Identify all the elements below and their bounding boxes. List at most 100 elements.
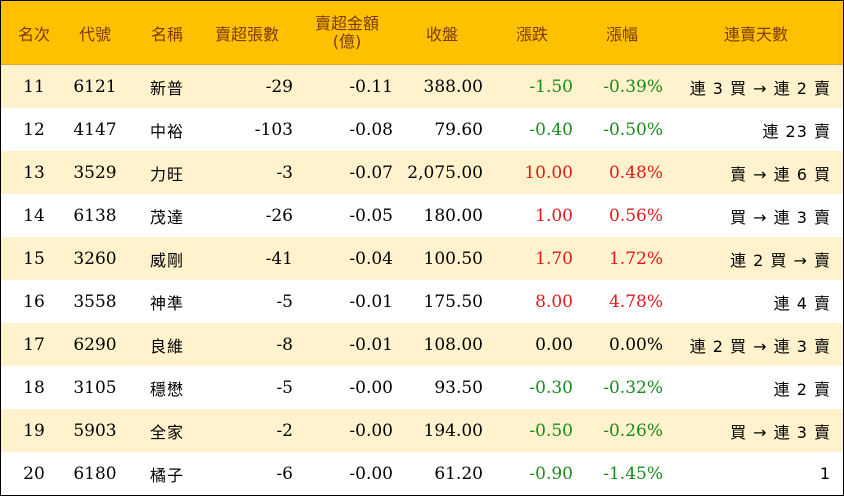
cell-change-pct: -0.26%	[603, 420, 663, 441]
cell-sell-streak: 連 23 賣	[762, 121, 831, 141]
cell-code: 6290	[73, 334, 117, 355]
cell-change-pct: -0.32%	[603, 377, 663, 398]
cell-rank: 14	[23, 205, 45, 226]
cell-code: 3260	[73, 248, 117, 269]
cell-change: -0.30	[529, 377, 573, 398]
cell-name: 中裕	[149, 121, 184, 141]
cell-code: 3529	[73, 162, 117, 183]
cell-sell-streak: 連 2 賣	[773, 379, 831, 399]
cell-sell-shares: -3	[276, 162, 293, 183]
cell-sell-streak: 買 → 連 3 賣	[730, 207, 831, 227]
header-sell-shares: 賣超張數	[214, 24, 279, 44]
header-sell-streak: 連賣天數	[723, 24, 788, 44]
cell-close: 175.50	[423, 291, 483, 312]
cell-name: 全家	[149, 422, 184, 442]
cell-sell-shares: -41	[265, 248, 293, 269]
cell-sell-shares: -8	[276, 334, 293, 355]
cell-change-pct: 4.78%	[608, 291, 663, 312]
cell-sell-shares: -5	[276, 377, 293, 398]
cell-sell-amount: -0.08	[349, 119, 393, 140]
table-row: 14 6138 茂達 -26 -0.05 180.00 1.00 0.56% 買 → 連 3 賣	[1, 194, 843, 237]
cell-sell-amount: -0.04	[349, 248, 393, 269]
cell-close: 2,075.00	[407, 162, 483, 183]
cell-sell-shares: -2	[276, 420, 293, 441]
cell-change: 1.00	[535, 205, 573, 226]
cell-rank: 16	[23, 291, 45, 312]
cell-sell-shares: -103	[254, 119, 293, 140]
cell-change-pct: 0.56%	[608, 205, 663, 226]
cell-sell-amount: -0.07	[349, 162, 393, 183]
table-row: 15 3260 威剛 -41 -0.04 100.50 1.70 1.72% 連 2 買 → 賣	[1, 237, 843, 280]
table-row: 20 6180 橘子 -6 -0.00 61.20 -0.90 -1.45% 1	[1, 452, 843, 495]
cell-sell-amount: -0.01	[349, 334, 393, 355]
cell-sell-amount: -0.01	[349, 291, 393, 312]
cell-code: 6138	[73, 205, 117, 226]
cell-sell-streak: 賣 → 連 6 買	[730, 164, 831, 184]
cell-sell-streak: 買 → 連 3 賣	[730, 422, 831, 442]
cell-sell-amount: -0.11	[349, 76, 393, 97]
header-close: 收盤	[425, 24, 458, 44]
cell-rank: 11	[23, 76, 45, 97]
cell-change: -0.40	[529, 119, 573, 140]
cell-change: 0.00	[535, 334, 573, 355]
header-name: 名稱	[150, 24, 183, 44]
cell-close: 108.00	[423, 334, 483, 355]
cell-name: 橘子	[149, 465, 184, 485]
table-row: 11 6121 新普 -29 -0.11 388.00 -1.50 -0.39% 連 3 買 →…	[1, 65, 843, 108]
cell-rank: 20	[23, 463, 45, 484]
cell-change: -1.50	[529, 76, 573, 97]
cell-sell-streak: 1	[819, 464, 831, 483]
cell-sell-streak: 連 4 賣	[773, 293, 831, 313]
cell-name: 良維	[149, 336, 184, 356]
cell-change: -0.90	[529, 463, 573, 484]
table-row: 16 3558 神準 -5 -0.01 175.50 8.00 4.78% 連 4 賣	[1, 280, 843, 323]
header-change: 漲跌	[515, 24, 548, 44]
cell-rank: 13	[23, 162, 45, 183]
cell-change-pct: -0.50%	[603, 119, 663, 140]
cell-rank: 17	[23, 334, 45, 355]
header-sell-amount-label: 賣超金額	[314, 13, 379, 33]
cell-change-pct: 0.00%	[608, 334, 663, 355]
cell-change-pct: 1.72%	[608, 248, 663, 269]
cell-rank: 18	[23, 377, 45, 398]
cell-change-pct: -1.45%	[603, 463, 663, 484]
cell-sell-streak: 連 2 買 → 賣	[730, 250, 831, 270]
cell-name: 穩懋	[149, 379, 184, 399]
cell-sell-amount: -0.00	[349, 420, 393, 441]
cell-sell-amount: -0.05	[349, 205, 393, 226]
cell-close: 388.00	[423, 76, 483, 97]
table-row: 18 3105 穩懋 -5 -0.00 93.50 -0.30 -0.32% 連 2 賣	[1, 366, 843, 409]
cell-change: 10.00	[524, 162, 573, 183]
cell-name: 威剛	[149, 250, 184, 270]
cell-change: -0.50	[529, 420, 573, 441]
cell-close: 93.50	[434, 377, 483, 398]
header-sell-amount: 賣超金額 (億)	[297, 1, 397, 64]
cell-sell-streak: 連 2 買 → 連 3 賣	[689, 336, 831, 356]
cell-close: 100.50	[423, 248, 483, 269]
header-rank: 名次	[17, 24, 50, 44]
table-row: 17 6290 良維 -8 -0.01 108.00 0.00 0.00% 連 2 買 → 連 …	[1, 323, 843, 366]
cell-close: 180.00	[423, 205, 483, 226]
cell-change-pct: 0.48%	[608, 162, 663, 183]
cell-rank: 12	[23, 119, 45, 140]
cell-code: 4147	[73, 119, 117, 140]
cell-name: 新普	[149, 78, 184, 98]
header-sell-amount-unit: (億)	[332, 31, 362, 51]
cell-close: 61.20	[434, 463, 483, 484]
table-header: 名次 代號 名稱 賣超張數 賣超金額 (億) 收盤 漲跌 漲幅 連賣天數	[1, 1, 843, 65]
table-row: 12 4147 中裕 -103 -0.08 79.60 -0.40 -0.50% 連 23 賣	[1, 108, 843, 151]
cell-code: 3558	[73, 291, 117, 312]
cell-close: 194.00	[423, 420, 483, 441]
cell-rank: 19	[23, 420, 45, 441]
cell-code: 5903	[73, 420, 117, 441]
cell-change: 8.00	[535, 291, 573, 312]
header-code: 代號	[78, 24, 111, 44]
cell-sell-shares: -26	[265, 205, 293, 226]
header-change-pct: 漲幅	[605, 24, 638, 44]
cell-code: 6121	[73, 76, 117, 97]
cell-sell-shares: -6	[276, 463, 293, 484]
cell-sell-shares: -29	[265, 76, 293, 97]
cell-sell-amount: -0.00	[349, 463, 393, 484]
table-row: 19 5903 全家 -2 -0.00 194.00 -0.50 -0.26% 買 → 連 3 …	[1, 409, 843, 452]
